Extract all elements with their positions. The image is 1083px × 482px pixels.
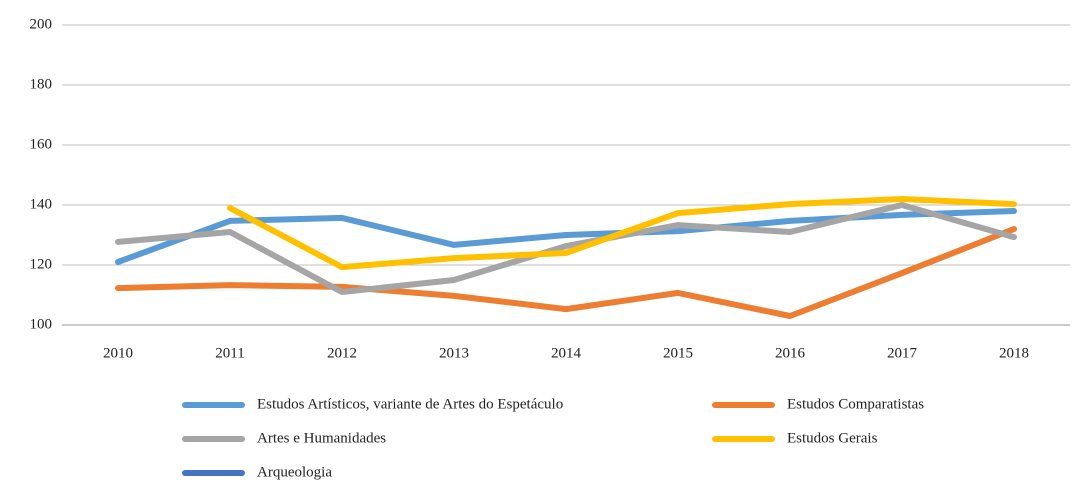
x-tick-label: 2013: [439, 345, 469, 361]
x-tick-label: 2015: [663, 345, 693, 361]
y-tick-label: 100: [30, 316, 53, 332]
y-tick-label: 120: [30, 256, 53, 272]
y-tick-label: 140: [30, 196, 53, 212]
legend-label: Arqueologia: [257, 464, 332, 480]
x-tick-label: 2012: [327, 345, 357, 361]
legend-label: Estudos Artísticos, variante de Artes do…: [257, 396, 563, 412]
y-tick-label: 160: [30, 136, 53, 152]
x-tick-label: 2017: [887, 345, 918, 361]
legend-label: Artes e Humanidades: [257, 430, 386, 446]
x-tick-label: 2011: [215, 345, 244, 361]
y-tick-label: 200: [30, 16, 53, 32]
series-line: [115, 226, 1017, 319]
x-tick-label: 2018: [999, 345, 1029, 361]
y-tick-label: 180: [30, 76, 53, 92]
x-tick-label: 2010: [103, 345, 133, 361]
x-tick-label: 2016: [775, 345, 806, 361]
legend-label: Estudos Comparatistas: [787, 396, 924, 412]
x-tick-label: 2014: [551, 345, 582, 361]
series-line: [115, 202, 1017, 295]
series-line: [227, 196, 1017, 271]
legend-label: Estudos Gerais: [787, 430, 878, 446]
